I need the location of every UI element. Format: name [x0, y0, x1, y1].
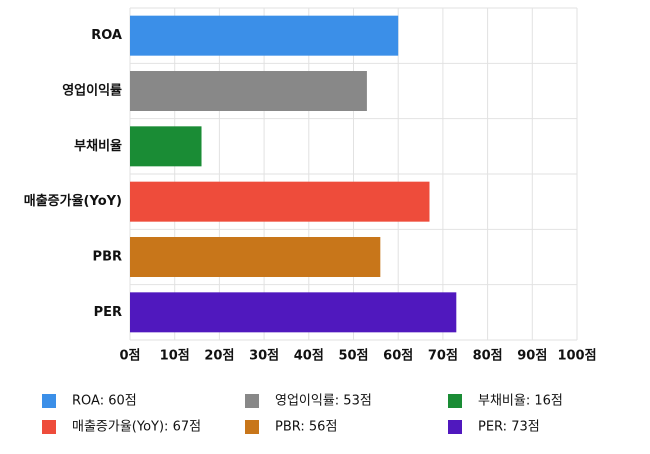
y-tick-label: ROA	[91, 28, 122, 43]
x-tick-label: 80점	[473, 349, 503, 364]
x-tick-label: 70점	[428, 349, 458, 364]
legend-label: PER: 73점	[478, 420, 540, 435]
legend-swatch	[245, 420, 259, 434]
y-tick-label: 매출증가율(YoY)	[24, 193, 122, 209]
legend-label: 부채비율: 16점	[478, 394, 563, 409]
y-tick-label: 부채비율	[74, 138, 122, 154]
legend-label: ROA: 60점	[72, 394, 137, 409]
x-tick-label: 40점	[294, 349, 324, 364]
x-tick-label: 10점	[160, 349, 190, 364]
x-tick-label: 0점	[119, 349, 140, 364]
legend-label: PBR: 56점	[275, 420, 337, 435]
legend-swatch	[42, 420, 56, 434]
x-tick-label: 20점	[204, 349, 234, 364]
bar	[130, 126, 202, 167]
x-tick-label: 90점	[517, 349, 547, 364]
x-tick-label: 50점	[338, 349, 368, 364]
legend-label: 매출증가율(YoY): 67점	[72, 420, 201, 435]
x-tick-label: 30점	[249, 349, 279, 364]
legend-swatch	[42, 394, 56, 408]
bar	[130, 181, 430, 222]
legend-label: 영업이익률: 53점	[275, 394, 372, 409]
y-tick-label: PER	[94, 305, 122, 320]
y-tick-label: 영업이익률	[62, 83, 122, 99]
x-tick-label: 100점	[557, 349, 596, 364]
y-tick-label: PBR	[93, 250, 122, 265]
bar	[130, 237, 381, 277]
legend-swatch	[448, 420, 462, 434]
bar	[130, 292, 457, 333]
bar	[130, 15, 399, 56]
x-tick-label: 60점	[383, 349, 413, 364]
legend-swatch	[245, 394, 259, 408]
bar	[130, 71, 367, 111]
legend-swatch	[448, 394, 462, 408]
